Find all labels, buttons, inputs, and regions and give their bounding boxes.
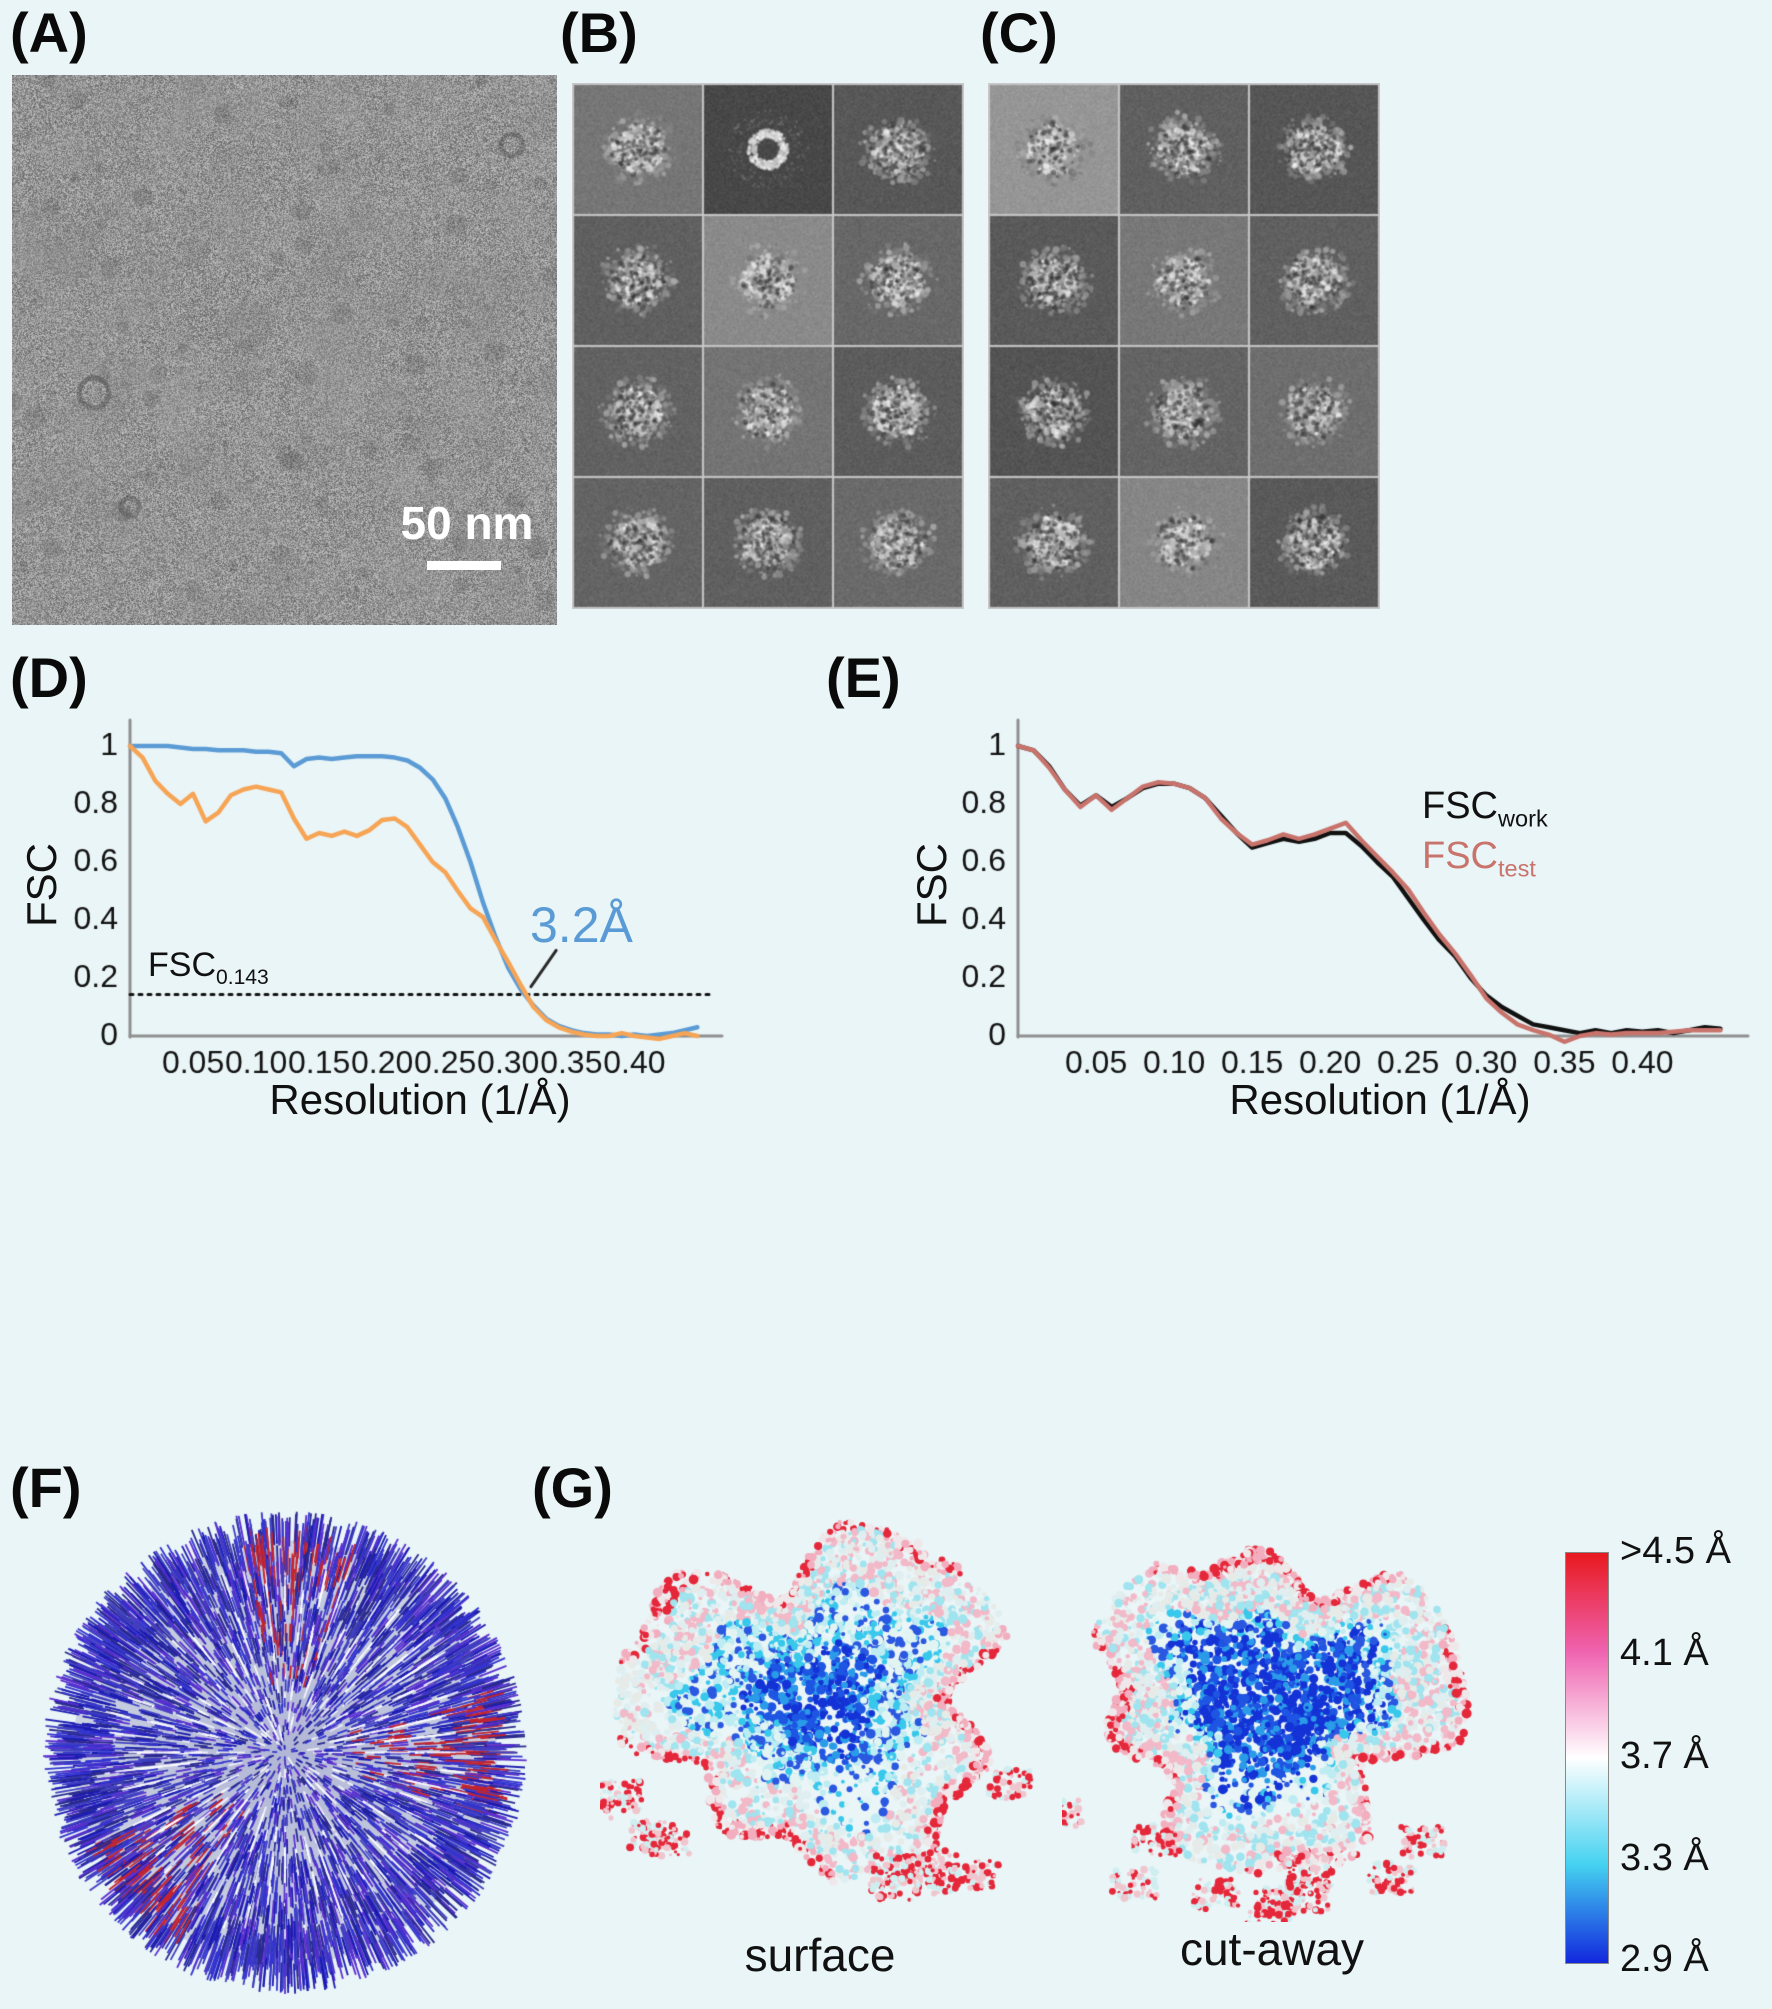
colorbar-label-3-7: 3.7 Å bbox=[1620, 1735, 1709, 1777]
legend-fsc-work-main: FSC bbox=[1422, 785, 1498, 827]
class-averages-grid-c bbox=[988, 83, 1380, 609]
class-average-image bbox=[834, 347, 962, 476]
class-average-image bbox=[990, 347, 1118, 476]
class-average-image bbox=[1120, 347, 1248, 476]
class-average-image bbox=[1250, 478, 1378, 607]
cryoem-micrograph bbox=[12, 75, 557, 625]
panel-e-x-axis-label: Resolution (1/Å) bbox=[1229, 1076, 1531, 1123]
class-average-image bbox=[704, 85, 832, 214]
colorbar-label-3-3: 3.3 Å bbox=[1620, 1837, 1709, 1879]
legend-fsc-test: FSCtest bbox=[1422, 835, 1536, 883]
colorbar-label-4-1: 4.1 Å bbox=[1620, 1632, 1709, 1674]
class-average-image bbox=[574, 347, 702, 476]
panel-e-y-axis-label: FSC bbox=[908, 843, 955, 927]
legend-fsc-work-sub: work bbox=[1498, 805, 1548, 832]
legend-fsc-work: FSCwork bbox=[1422, 785, 1548, 833]
class-average-image bbox=[990, 478, 1118, 607]
class-average-image bbox=[574, 478, 702, 607]
class-average-image bbox=[1250, 85, 1378, 214]
panel-c-label: (C) bbox=[980, 1, 1058, 64]
fsc-chart-e bbox=[900, 700, 1760, 1100]
class-average-image bbox=[1120, 478, 1248, 607]
scale-bar-label: 50 nm bbox=[400, 497, 534, 549]
local-resolution-cutaway-map bbox=[1062, 1522, 1482, 1922]
colorbar-label-4-5: >4.5 Å bbox=[1620, 1530, 1731, 1572]
legend-fsc-test-main: FSC bbox=[1422, 835, 1498, 877]
panel-b-label: (B) bbox=[560, 1, 638, 64]
angular-distribution-plot bbox=[35, 1505, 535, 2000]
class-average-image bbox=[704, 347, 832, 476]
local-resolution-surface-map bbox=[600, 1512, 1040, 1932]
class-average-image bbox=[990, 85, 1118, 214]
cutaway-caption: cut-away bbox=[1179, 1923, 1365, 1975]
class-average-image bbox=[704, 216, 832, 345]
class-average-image bbox=[990, 216, 1118, 345]
class-average-image bbox=[1250, 216, 1378, 345]
scale-bar bbox=[427, 561, 501, 570]
panel-g-label: (G) bbox=[532, 1456, 613, 1519]
class-average-image bbox=[834, 478, 962, 607]
class-average-image bbox=[1120, 216, 1248, 345]
class-average-image bbox=[574, 216, 702, 345]
class-averages-grid-b bbox=[572, 83, 964, 609]
class-average-image bbox=[704, 478, 832, 607]
class-average-image bbox=[574, 85, 702, 214]
resolution-colorbar bbox=[1565, 1552, 1609, 1964]
class-average-image bbox=[834, 216, 962, 345]
fsc-threshold-label-sub: 0.143 bbox=[216, 965, 269, 989]
colorbar-label-2-9: 2.9 Å bbox=[1620, 1938, 1709, 1980]
panel-d-x-axis-label: Resolution (1/Å) bbox=[269, 1076, 571, 1123]
class-average-image bbox=[1250, 347, 1378, 476]
panel-d-label: (D) bbox=[10, 646, 88, 709]
class-average-image bbox=[834, 85, 962, 214]
legend-fsc-test-sub: test bbox=[1498, 855, 1536, 882]
fsc-threshold-label-main: FSC bbox=[148, 946, 216, 984]
panel-d-y-axis-label: FSC bbox=[18, 843, 65, 927]
surface-caption: surface bbox=[744, 1929, 896, 1981]
panel-e-label: (E) bbox=[826, 646, 901, 709]
panel-a-label: (A) bbox=[10, 1, 88, 64]
class-average-image bbox=[1120, 85, 1248, 214]
resolution-annotation: 3.2Å bbox=[530, 897, 633, 953]
fsc-threshold-label: FSC0.143 bbox=[148, 946, 269, 990]
fsc-chart-d bbox=[20, 700, 760, 1100]
